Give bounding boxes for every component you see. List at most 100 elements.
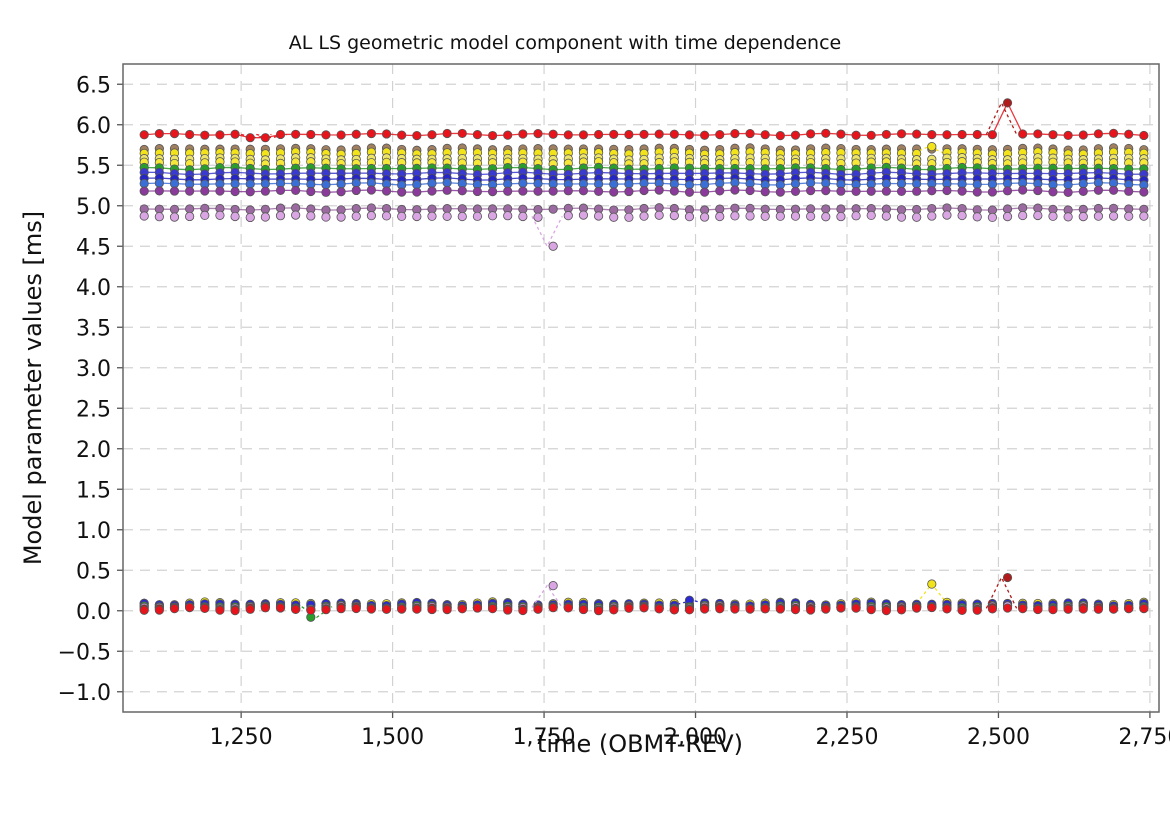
data-point: [624, 186, 634, 197]
data-point: [972, 187, 982, 197]
data-point: [806, 186, 816, 196]
data-point: [412, 211, 422, 222]
data-point: [442, 128, 452, 139]
data-point: [412, 130, 422, 141]
data-point: [230, 129, 240, 139]
data-point: [715, 178, 725, 188]
x-tick-label: 1,750: [513, 725, 576, 750]
data-point: [472, 130, 483, 140]
data-point: [866, 210, 876, 221]
data-point: [684, 187, 695, 197]
data-point: [321, 130, 331, 140]
data-point: [1139, 211, 1149, 221]
y-tick-label: −0.5: [58, 640, 111, 665]
data-point: [321, 187, 331, 197]
y-tick-label: 3.0: [76, 357, 111, 382]
data-point: [609, 179, 619, 189]
data-point: [245, 179, 255, 189]
data-point: [1063, 187, 1073, 197]
data-point: [306, 211, 316, 221]
data-point: [1108, 185, 1119, 195]
data-point: [275, 603, 286, 613]
data-point: [245, 604, 255, 614]
data-point: [1048, 211, 1058, 221]
high-series-8: [139, 178, 1149, 190]
data-point: [669, 186, 679, 196]
data-point: [457, 211, 467, 222]
data-point: [775, 211, 785, 221]
data-point: [730, 203, 740, 213]
series-layer: [139, 98, 1149, 622]
data-point: [1093, 203, 1104, 214]
data-point: [457, 204, 467, 214]
data-point: [790, 605, 801, 615]
data-point: [730, 604, 740, 614]
data-point: [745, 185, 755, 196]
data-point: [200, 603, 210, 614]
data-point: [1018, 129, 1028, 139]
data-point: [836, 211, 846, 222]
data-point: [169, 204, 180, 214]
data-point: [896, 179, 907, 189]
data-point: [669, 211, 679, 221]
data-point: [185, 186, 195, 196]
data-point: [987, 130, 997, 140]
data-point: [1139, 187, 1149, 197]
data-point: [790, 179, 801, 189]
data-point: [230, 186, 240, 197]
data-point: [624, 603, 634, 613]
data-point: [533, 204, 543, 215]
data-point: [715, 604, 725, 614]
data-point: [351, 211, 361, 221]
data-point: [291, 129, 301, 139]
data-point: [654, 210, 664, 220]
data-point: [154, 186, 164, 196]
data-point: [912, 204, 922, 215]
data-point: [912, 603, 922, 613]
data-point: [881, 178, 891, 189]
data-point: [169, 604, 180, 614]
data-point: [1002, 572, 1013, 583]
data-point: [351, 129, 361, 139]
data-point: [700, 212, 710, 222]
data-point: [609, 212, 619, 222]
data-point: [1093, 604, 1104, 614]
data-point: [639, 603, 649, 613]
data-point: [700, 130, 710, 140]
data-point: [578, 130, 589, 140]
data-point: [896, 129, 907, 139]
data-point: [1124, 211, 1134, 221]
data-point: [836, 603, 846, 613]
data-point: [624, 212, 634, 222]
data-point: [957, 210, 967, 221]
data-point: [533, 212, 543, 222]
data-point: [503, 605, 513, 615]
data-point: [139, 186, 149, 196]
data-point: [609, 129, 619, 139]
data-point: [427, 130, 437, 140]
data-point: [639, 129, 649, 140]
data-point: [154, 129, 164, 139]
data-point: [1063, 130, 1073, 140]
data-point: [821, 186, 831, 196]
data-point: [518, 178, 528, 188]
chart-title: AL LS geometric model component with tim…: [289, 32, 841, 54]
data-point: [397, 130, 407, 140]
data-point: [139, 178, 149, 189]
data-point: [866, 605, 876, 615]
data-point: [1018, 210, 1028, 221]
data-point: [215, 210, 225, 220]
y-axis-label: Model parameter values [ms]: [19, 211, 47, 565]
data-point: [366, 128, 376, 139]
data-point: [442, 204, 452, 214]
data-point: [306, 129, 316, 140]
data-point: [427, 604, 437, 615]
y-tick-label: 5.5: [76, 154, 111, 179]
data-point: [245, 212, 255, 223]
data-point: [1078, 212, 1088, 222]
high-series-9: [139, 185, 1149, 197]
data-point: [472, 186, 483, 197]
data-point: [397, 604, 407, 614]
data-point: [1018, 203, 1028, 213]
data-point: [215, 186, 225, 196]
